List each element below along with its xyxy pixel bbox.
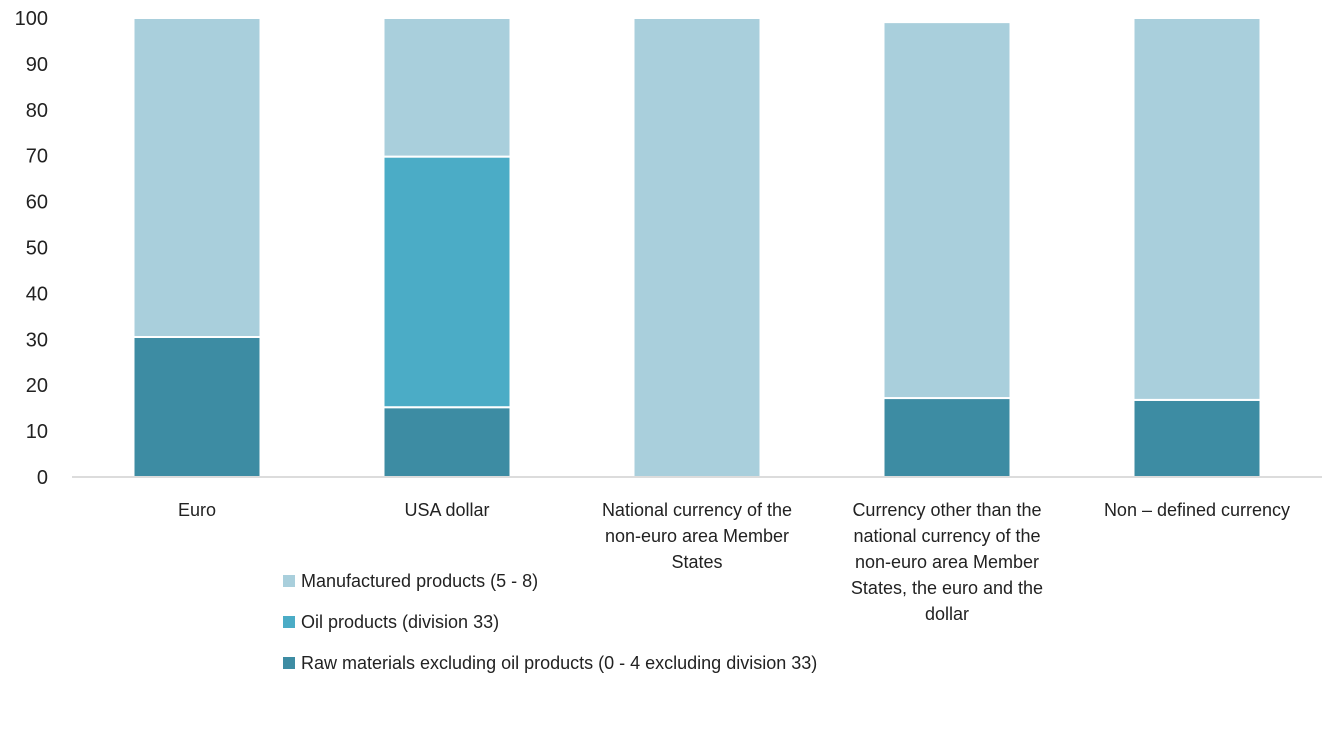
y-tick-label: 100 xyxy=(15,8,48,30)
x-category-label: Non – defined currency xyxy=(1104,500,1290,520)
bar-segment xyxy=(132,17,262,339)
y-tick-label: 60 xyxy=(26,192,48,214)
legend-label: Raw materials excluding oil products (0 … xyxy=(301,653,817,673)
x-category-label-line: Euro xyxy=(178,500,216,520)
bar-segment xyxy=(882,21,1012,400)
y-tick-label: 20 xyxy=(26,375,48,397)
x-category-label: Currency other than the national currency… xyxy=(851,500,1043,624)
x-category-label-line: non-euro area Member xyxy=(855,552,1039,572)
x-category-label-line: national currency of the xyxy=(853,526,1040,546)
bar-segment xyxy=(632,17,762,478)
legend-swatch xyxy=(283,575,295,587)
x-category-label-line: dollar xyxy=(925,604,969,624)
y-tick-label: 30 xyxy=(26,329,48,351)
legend-swatch xyxy=(283,616,295,628)
bar-segment xyxy=(1132,398,1262,478)
y-axis: 0 10 20 30 40 50 60 70 80 90 100 xyxy=(15,8,48,489)
legend-label: Manufactured products (5 - 8) xyxy=(301,571,538,591)
bar-segment xyxy=(382,17,512,158)
y-tick-label: 90 xyxy=(26,54,48,76)
x-category-label-line: USA dollar xyxy=(404,500,489,520)
bar-segment xyxy=(382,155,512,409)
y-tick-label: 50 xyxy=(26,238,48,260)
legend-label: Oil products (division 33) xyxy=(301,612,499,632)
legend: Manufactured products (5 - 8) Oil product… xyxy=(283,571,817,673)
x-category-label-line: Currency other than the xyxy=(852,500,1041,520)
x-category-label-line: Non – defined currency xyxy=(1104,500,1290,520)
legend-swatch xyxy=(283,657,295,669)
bar-segment xyxy=(882,397,1012,478)
x-category-label-line: non-euro area Member xyxy=(605,526,789,546)
x-category-label-line: States, the euro and the xyxy=(851,578,1043,598)
x-axis: Euro USA dollar National currency of the no… xyxy=(72,476,1322,624)
y-tick-label: 80 xyxy=(26,100,48,122)
bar-segment xyxy=(382,406,512,478)
y-tick-label: 40 xyxy=(26,283,48,305)
y-tick-label: 70 xyxy=(26,146,48,168)
x-category-label: Euro xyxy=(178,500,216,520)
bar-segment xyxy=(132,336,262,478)
x-category-label: National currency of the non-euro area Me… xyxy=(602,500,792,572)
x-category-label-line: National currency of the xyxy=(602,500,792,520)
x-category-label: USA dollar xyxy=(404,500,489,520)
bars xyxy=(132,17,1262,478)
bar-segment xyxy=(1132,17,1262,401)
x-category-label-line: States xyxy=(671,552,722,572)
y-tick-label: 0 xyxy=(37,467,48,489)
y-tick-label: 10 xyxy=(26,421,48,443)
